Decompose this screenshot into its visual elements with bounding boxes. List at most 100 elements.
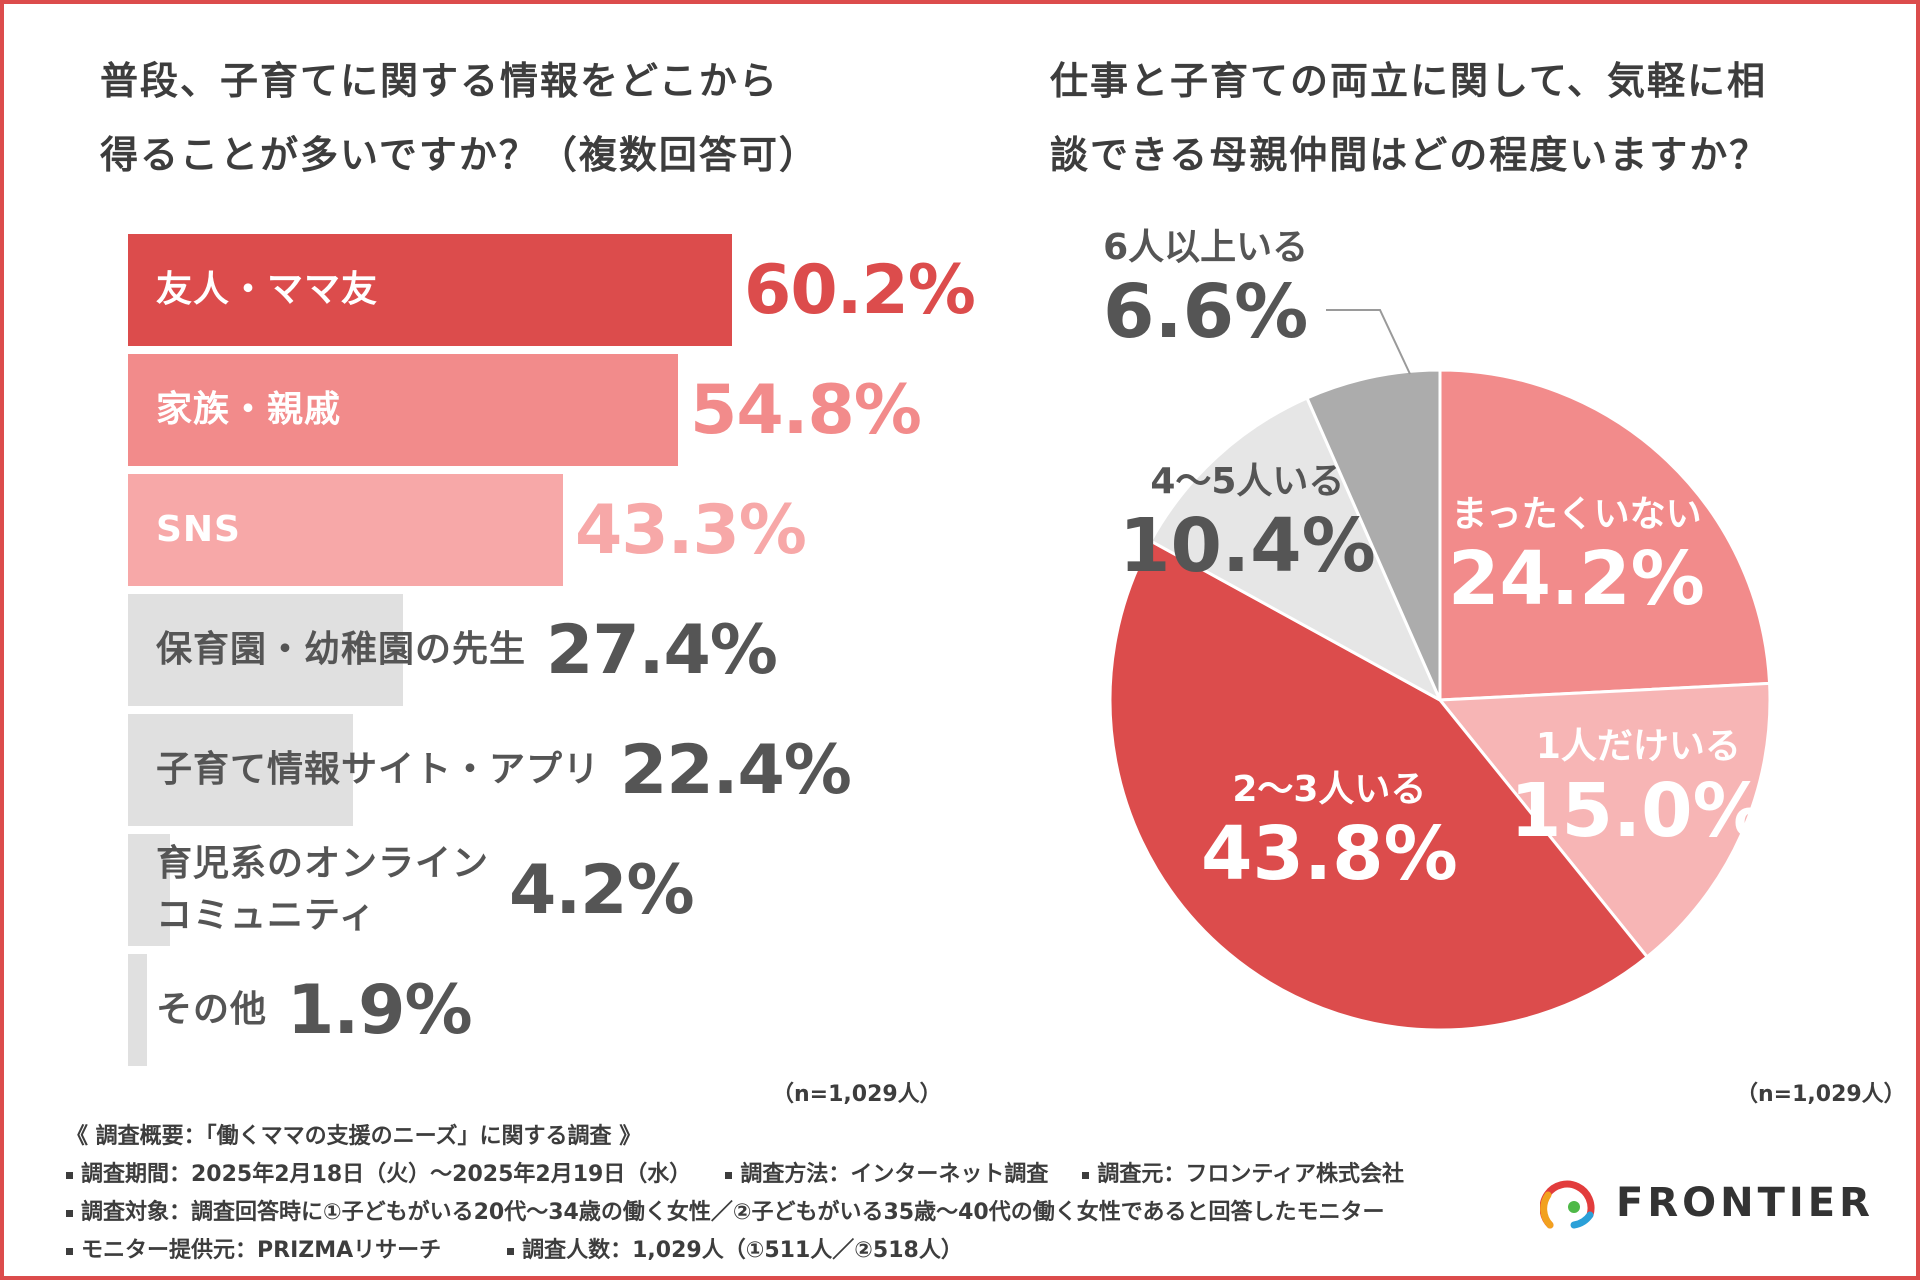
pie-chart-title-line1: 仕事と子育ての両立に関して、気軽に相 [1050,59,1767,103]
bullet-icon [66,1171,73,1179]
bar-category-label: SNS [156,474,241,586]
bar [128,714,353,826]
bar-row: 保育園・幼稚園の先生 27.4% [128,594,1028,706]
bar-row: 育児系のオンライン コミュニティ 4.2% [128,834,1028,946]
bar-value-label: 22.4% [620,730,852,810]
bullet-icon [66,1247,73,1255]
survey-provider-text: モニター提供元：PRIZMAリサーチ [81,1238,442,1263]
pie-slice [1438,368,1772,702]
bar-row: 友人・ママ友 60.2% [128,234,1028,346]
pie-slice [1436,681,1772,960]
bar-category-label-text: 家族・親戚 [156,384,341,436]
bar-row: 子育て情報サイト・アプリ 22.4% [128,714,1028,826]
survey-period-text: 調査期間：2025年2月18日（火）～2025年2月19日（水） [81,1162,692,1187]
bar-category-label-line: コミュニティ [156,895,376,936]
bar [128,954,147,1066]
survey-method: 調査方法：インターネット調査 [725,1156,1048,1194]
pie-category-label: 4～5人いる [1150,461,1345,502]
bar [128,474,563,586]
survey-source-text: 調査元：フロンティア株式会社 [1097,1162,1405,1187]
bar [128,834,170,946]
bar-category-label-line: 育児系のオンライン [156,843,490,884]
pie-slice-label: 1人だけいる 15.0% [1510,725,1767,853]
pie-slice-label: まったくいない 24.2% [1448,493,1705,621]
pie-chart-svg [1108,368,1772,1032]
pie-slice [1305,368,1442,701]
pie-chart [1100,360,1780,1040]
bar-category-label-text: 友人・ママ友 [156,264,378,316]
bar-row: SNS 43.3% [128,474,1028,586]
survey-provider: モニター提供元：PRIZMAリサーチ [66,1232,441,1270]
pie-chart-sample-size: （n=1,029人） [1736,1082,1906,1107]
bar-value-label: 43.3% [575,490,807,570]
pie-value-label: 15.0% [1510,768,1767,854]
pie-slice [1148,395,1444,704]
pie-category-label: 2～3人いる [1232,769,1427,810]
bar-category-label-line: 子育て情報サイト・アプリ [156,749,601,790]
pie-value-label: 6.6% [1103,269,1309,355]
bar-row: 家族・親戚 54.8% [128,354,1028,466]
bar-category-label-line: 友人・ママ友 [156,269,379,310]
bar-chart: 友人・ママ友 60.2% 家族・親戚 54.8% SNS 43.3% 保育園・幼稚園の先生 2… [128,234,1028,1066]
bar-value-label: 27.4% [546,610,778,690]
bar-chart-sample-size: （n=1,029人） [772,1082,942,1107]
survey-summary-line3: モニター提供元：PRIZMAリサーチ 調査人数：1,029人（①511人／②518… [66,1232,1506,1270]
pie-category-label: 6人以上いる [1103,227,1309,268]
survey-source: 調査元：フロンティア株式会社 [1082,1156,1404,1194]
pie-category-label: 1人だけいる [1535,726,1741,767]
pie-slice-label: 6人以上いる 6.6% [1103,226,1308,354]
bar [128,594,403,706]
bar-chart-title-line2: 得ることが多いですか？（複数回答可） [100,133,819,177]
pie-value-label: 10.4% [1119,503,1376,589]
bar-category-label-line: SNS [156,509,241,550]
pie-chart-title: 仕事と子育ての両立に関して、気軽に相 談できる母親仲間はどの程度いますか？ [1050,44,1870,192]
survey-target: 調査対象：調査回答時に①子どもがいる20代～34歳の働く女性／②子どもがいる35… [66,1194,1385,1232]
survey-target-text: 調査対象：調査回答時に①子どもがいる20代～34歳の働く女性／②子どもがいる35… [81,1200,1385,1225]
survey-summary-heading: 《 調査概要：「働くママの支援のニーズ」に関する調査 》 [66,1124,642,1149]
bar-category-label: 保育園・幼稚園の先生 [156,594,526,706]
bullet-icon [66,1209,73,1217]
pie-value-label: 24.2% [1448,536,1705,622]
bar-value-label: 4.2% [509,850,695,930]
bar-value-label: 1.9% [287,970,473,1050]
bar-category-label: 育児系のオンライン コミュニティ [156,834,489,946]
bar-row: その他 1.9% [128,954,1028,1066]
bar-category-label: 子育て情報サイト・アプリ [156,714,600,826]
bar-category-label-line: 家族・親戚 [156,389,342,430]
bar-value-label: 60.2% [744,250,976,330]
frontier-logo: FRONTIER [1540,1170,1890,1236]
survey-method-text: 調査方法：インターネット調査 [740,1162,1049,1187]
bullet-icon [507,1247,515,1255]
pie-slice-label: 2～3人いる 43.8% [1201,768,1458,896]
bar [128,234,732,346]
bar-category-label-line: 保育園・幼稚園の先生 [156,629,527,670]
bar-category-label: その他 [156,954,267,1066]
bar [128,354,678,466]
survey-summary: 《 調査概要：「働くママの支援のニーズ」に関する調査 》 調査期間：2025年2… [66,1118,1506,1270]
survey-summary-line2: 調査対象：調査回答時に①子どもがいる20代～34歳の働く女性／②子どもがいる35… [66,1194,1506,1232]
bar-category-label: 家族・親戚 [156,354,341,466]
survey-count-text: 調査人数：1,029人（①511人／②518人） [522,1238,963,1263]
frontier-logo-mark-icon [1540,1180,1595,1229]
bar-chart-title: 普段、子育てに関する情報をどこから 得ることが多いですか？（複数回答可） [100,44,880,192]
bullet-icon [725,1171,733,1179]
survey-summary-line1: 調査期間：2025年2月18日（火）～2025年2月19日（水） 調査方法：インタ… [66,1156,1506,1194]
bar-chart-title-line1: 普段、子育てに関する情報をどこから [100,59,779,103]
pie-chart-title-line2: 談できる母親仲間はどの程度いますか？ [1050,133,1770,177]
survey-count: 調査人数：1,029人（①511人／②518人） [507,1232,963,1270]
bar-value-label: 54.8% [690,370,922,450]
bar-category-label-text: SNS [156,504,241,556]
bar-category-label: 友人・ママ友 [156,234,378,346]
survey-period: 調査期間：2025年2月18日（火）～2025年2月19日（水） [66,1156,691,1194]
pie-slice-label: 4～5人いる 10.4% [1119,460,1376,588]
pie-slice [1108,538,1650,1032]
bar-category-label-text: 育児系のオンライン コミュニティ [156,838,489,942]
frontier-logo-text: FRONTIER [1616,1180,1874,1226]
bar-category-label-line: その他 [156,989,268,1030]
pie-value-label: 43.8% [1201,811,1458,897]
pie-category-label: まったくいない [1451,494,1702,535]
bar-category-label-text: 保育園・幼稚園の先生 [156,624,526,676]
bullet-icon [1082,1171,1090,1179]
bar-category-label-text: 子育て情報サイト・アプリ [156,744,600,796]
